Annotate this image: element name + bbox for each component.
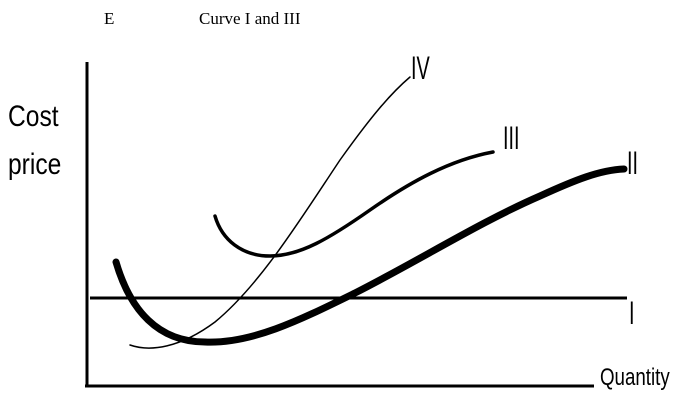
curve-II <box>112 165 628 346</box>
y-axis-label-line-2: price <box>8 148 62 181</box>
curve-label-IV: IV <box>411 50 430 86</box>
curve-label-III: III <box>503 120 520 156</box>
option-text: Curve I and III <box>199 9 301 28</box>
curve-label-II: II <box>627 145 639 181</box>
curve-label-I: I <box>629 295 635 331</box>
curve-III <box>213 150 495 258</box>
x-axis-label: Quantity <box>600 364 670 391</box>
y-axis-label-line-1: Cost <box>8 100 59 133</box>
option-letter: E <box>104 9 115 28</box>
curve-IV <box>129 76 411 349</box>
